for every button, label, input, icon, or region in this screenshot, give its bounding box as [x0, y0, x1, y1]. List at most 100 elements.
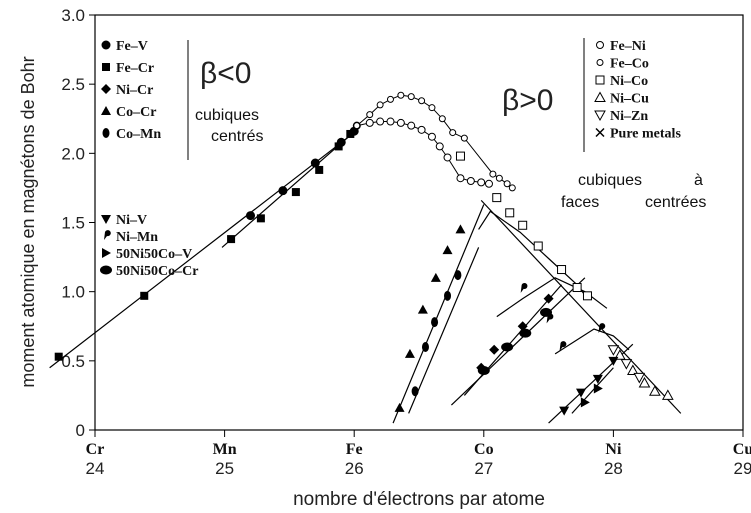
legend-right-label: Ni–Cu [610, 92, 649, 107]
beta-positive-label: β>0 [502, 84, 553, 117]
fit-line [49, 132, 355, 369]
x-tick-element: Ni [605, 441, 622, 458]
fit-curve [496, 277, 608, 318]
fit-curve [554, 328, 630, 355]
x-tick-element: Fe [346, 441, 363, 458]
data-point [543, 293, 554, 304]
data-point [649, 385, 661, 396]
y-axis-title: moment atomique en magnétons de Bohr [18, 56, 38, 387]
legend-left-top-marker [102, 128, 110, 138]
x-tick-element: Cu [733, 441, 751, 458]
fit-line [408, 247, 480, 414]
x-tick-element: Cr [86, 441, 105, 458]
data-point [477, 178, 486, 187]
data-point [394, 402, 405, 412]
data-point [417, 304, 428, 314]
beta-positive-text-2b: centrées [645, 194, 706, 211]
data-point [334, 142, 343, 151]
data-point [582, 291, 592, 301]
data-point [366, 111, 374, 119]
data-point [519, 328, 532, 338]
data-point [404, 348, 415, 358]
data-point [336, 137, 346, 147]
legend-left-bottom-label: Ni–V [116, 213, 147, 228]
data-point [365, 118, 374, 127]
data-point [278, 186, 288, 196]
data-point [435, 142, 444, 151]
data-point [620, 359, 633, 370]
data-point [460, 134, 468, 142]
legend-right-marker [596, 41, 604, 49]
data-point [431, 317, 439, 328]
data-point [315, 165, 324, 174]
legend-left-top-label: Ni–Cr [116, 83, 153, 98]
legend-right-marker [596, 59, 604, 66]
x-tick-element: Mn [213, 441, 237, 458]
data-point [456, 174, 465, 183]
data-point [455, 224, 466, 234]
data-point [466, 177, 475, 185]
legend-right-marker [594, 91, 606, 102]
data-point [140, 291, 149, 300]
data-point [520, 283, 528, 293]
data-point [407, 93, 415, 101]
data-point [489, 344, 500, 355]
legend-right-label: Fe–Ni [610, 39, 646, 54]
data-point [638, 376, 651, 388]
data-point [442, 245, 453, 255]
data-point [495, 174, 503, 182]
data-point [418, 97, 426, 105]
x-axis-title: nombre d'électrons par atome [293, 489, 545, 510]
data-point [559, 406, 570, 416]
data-point [386, 117, 395, 126]
data-point [546, 313, 554, 324]
data-point [427, 132, 436, 141]
legend-left-top-label: Fe–V [116, 39, 148, 54]
y-tick-label: 1.0 [61, 283, 85, 302]
legend-right-label: Pure metals [610, 127, 681, 142]
y-tick-label: 0.5 [61, 352, 85, 371]
x-tick-number: 27 [474, 459, 493, 478]
legend-right-marker [594, 110, 606, 122]
data-point [421, 342, 429, 352]
legend-right-label: Ni–Co [610, 74, 648, 89]
legend-left-bottom-marker [100, 265, 112, 275]
data-point [443, 153, 452, 162]
data-point [598, 323, 606, 334]
data-point [444, 290, 452, 301]
beta-negative-text-2: centrés [211, 128, 263, 145]
data-point [454, 270, 462, 281]
legend-left-top-label: Co–Cr [116, 105, 156, 120]
legend-left-top-marker [101, 106, 111, 115]
data-point [449, 129, 457, 137]
data-point [633, 372, 646, 384]
y-tick-label: 2.5 [61, 75, 85, 94]
x-tick-element: Co [474, 441, 494, 458]
y-tick-label: 2.0 [61, 144, 85, 163]
y-tick-label: 3.0 [61, 6, 85, 25]
data-point [407, 121, 416, 130]
data-point [492, 193, 502, 203]
data-point [438, 115, 446, 123]
legend-left-top-marker [101, 40, 111, 50]
x-tick-number: 26 [345, 459, 364, 478]
legend-left-bottom-marker [104, 230, 111, 240]
beta-negative-text-1: cubiques [195, 107, 259, 124]
beta-positive-text-1b: à [694, 172, 703, 189]
legend-right-label: Fe–Co [610, 57, 649, 72]
fit-line [571, 367, 614, 414]
x-tick-number: 28 [604, 459, 623, 478]
data-point [608, 356, 619, 366]
x-tick-number: 29 [734, 459, 751, 478]
data-point [455, 151, 465, 161]
data-point [518, 220, 528, 230]
data-point [503, 180, 511, 188]
x-tick-number: 25 [215, 459, 234, 478]
data-point [572, 283, 582, 293]
data-point [580, 397, 590, 408]
legend-left-top-marker [102, 63, 110, 71]
data-point [592, 374, 603, 384]
data-point [227, 235, 236, 244]
